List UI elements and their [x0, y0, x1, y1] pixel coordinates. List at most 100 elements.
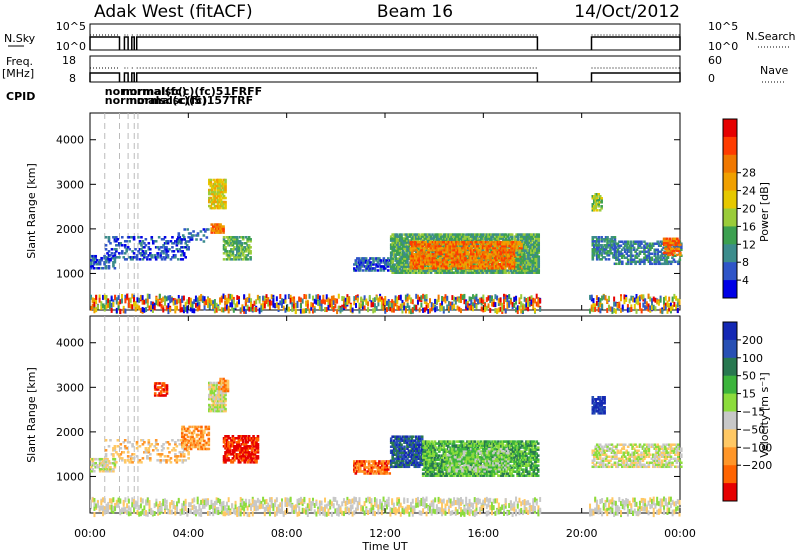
echo-cell: [524, 235, 527, 238]
echo-cell: [213, 190, 217, 194]
echo-cell: [452, 240, 455, 244]
echo-cell: [407, 263, 411, 266]
echo-cell: [246, 254, 249, 257]
echo-cell: [455, 262, 458, 266]
echo-cell: [481, 237, 484, 240]
echo-cell: [154, 240, 158, 243]
scatter-cell: [473, 299, 476, 305]
echo-cell: [436, 246, 439, 250]
echo-cell: [492, 266, 495, 270]
scatter-cell: [633, 303, 636, 309]
echo-cell: [489, 266, 492, 270]
echo-cell: [98, 260, 102, 264]
echo-cell: [488, 237, 492, 240]
echo-cell: [507, 233, 511, 236]
echo-cell: [394, 237, 397, 240]
echo-cell: [378, 259, 381, 262]
echo-cell: [527, 271, 530, 274]
echo-cell: [104, 266, 108, 270]
echo-cell: [504, 237, 508, 240]
scatter-cell: [475, 296, 478, 302]
echo-cell: [488, 249, 492, 252]
scatter-cell: [181, 307, 184, 313]
echo-cell: [676, 249, 679, 253]
scatter-cell: [119, 308, 122, 314]
echo-cell: [176, 238, 179, 241]
echo-cell: [112, 254, 115, 258]
echo-cell: [204, 230, 207, 233]
echo-cell: [141, 250, 145, 253]
echo-cell: [481, 246, 485, 250]
echo-cell: [629, 256, 633, 260]
scatter-cell: [112, 301, 115, 307]
echo-cell: [363, 257, 366, 260]
echo-cell: [249, 258, 252, 261]
echo-cell: [237, 254, 241, 257]
scatter-cell: [425, 301, 428, 307]
echo-cell: [621, 252, 624, 256]
echo-cell: [509, 248, 513, 252]
echo-cell: [419, 256, 423, 260]
scatter-cell: [182, 304, 185, 310]
echo-cell: [449, 264, 453, 268]
echo-cell: [416, 235, 420, 238]
echo-cell: [439, 266, 442, 270]
echo-cell: [535, 243, 539, 246]
echo-cell: [416, 237, 420, 240]
echo-cell: [247, 244, 251, 247]
echo-cell: [423, 269, 427, 272]
echo-cell: [534, 243, 538, 246]
echo-cell: [455, 264, 458, 268]
echo-cell: [216, 192, 220, 196]
echo-cell: [103, 260, 106, 264]
echo-cell: [618, 252, 621, 256]
scatter-cell: [172, 300, 175, 306]
echo-cell: [182, 252, 186, 255]
echo-cell: [216, 190, 220, 194]
echo-cell: [477, 250, 481, 254]
echo-cell: [462, 252, 466, 256]
scatter-cell: [657, 300, 660, 306]
echo-cell: [650, 252, 654, 256]
echo-cell: [475, 244, 479, 248]
y-tick-label: 2000: [56, 223, 84, 236]
echo-cell: [461, 242, 464, 246]
echo-cell: [438, 237, 442, 240]
echo-cell: [216, 178, 220, 182]
echo-cell: [95, 258, 99, 262]
echo-cell: [156, 254, 159, 257]
echo-cell: [400, 271, 403, 274]
echo-cell: [660, 262, 664, 266]
echo-cell: [532, 259, 536, 262]
echo-cell: [143, 254, 146, 257]
echo-cell: [376, 269, 380, 272]
echo-cell: [360, 263, 364, 266]
scatter-cell: [623, 294, 626, 300]
echo-cell: [632, 260, 636, 264]
scatter-cell: [408, 308, 411, 314]
echo-cell: [241, 238, 245, 241]
scatter-cell: [416, 299, 419, 305]
echo-cell: [182, 246, 186, 249]
nsky-segment: [590, 36, 681, 50]
scatter-cell: [344, 301, 347, 307]
echo-cell: [441, 269, 445, 272]
scatter-cell: [503, 299, 505, 305]
scatter-cell: [644, 298, 647, 304]
echo-cell: [419, 266, 423, 270]
echo-cell: [534, 241, 538, 244]
echo-cell: [450, 242, 454, 246]
echo-cell: [649, 246, 652, 249]
echo-cell: [427, 260, 430, 264]
echo-cell: [397, 263, 400, 266]
scatter-cell: [496, 295, 499, 301]
scatter-cell: [535, 301, 538, 307]
echo-cell: [671, 239, 675, 243]
echo-cell: [534, 245, 538, 248]
echo-cell: [515, 246, 519, 250]
echo-cell: [476, 233, 480, 236]
scatter-cell: [325, 294, 328, 300]
scatter-cell: [213, 308, 216, 314]
echo-cell: [392, 245, 396, 248]
scatter-cell: [179, 302, 182, 308]
